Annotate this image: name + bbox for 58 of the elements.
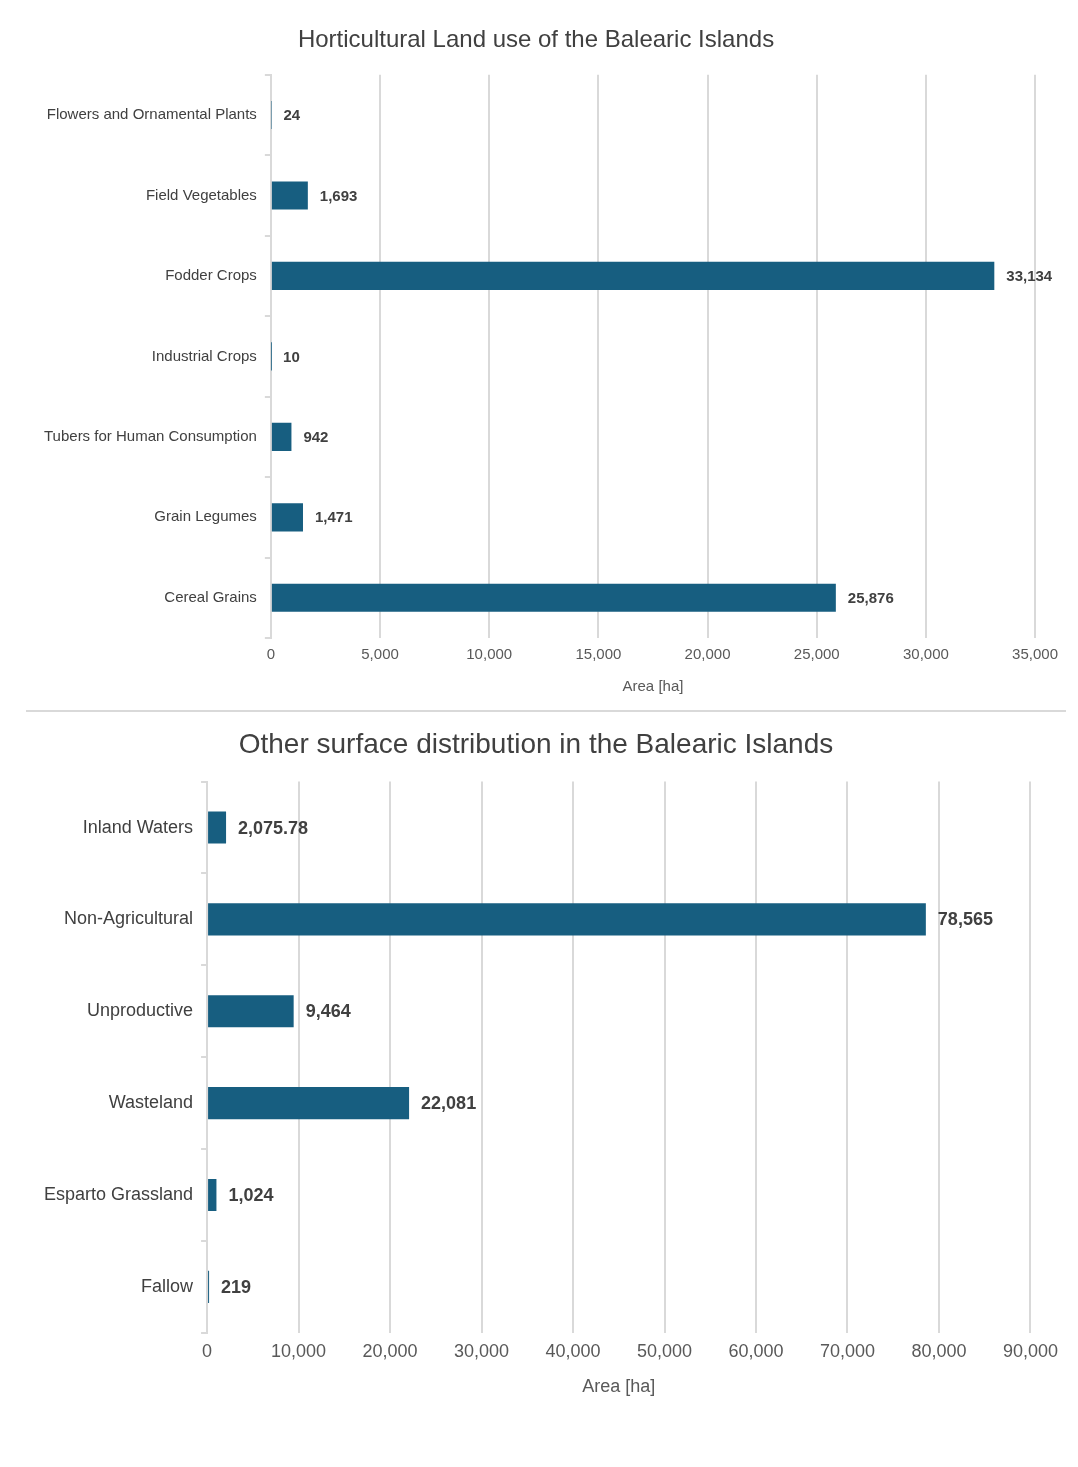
data-label: 33,134 bbox=[1006, 267, 1053, 285]
y-tick-label: Grain Legumes bbox=[154, 507, 257, 525]
x-tick-label: 50,000 bbox=[636, 1340, 693, 1361]
x-tick-label: 0 bbox=[202, 1340, 213, 1361]
bar bbox=[208, 903, 926, 936]
x-tick-label: 30,000 bbox=[902, 645, 949, 663]
x-tick-label: 0 bbox=[266, 645, 276, 663]
data-label: 2,075.78 bbox=[238, 817, 309, 838]
y-tick-label: Inland Waters bbox=[82, 816, 194, 837]
y-tick-label: Tubers for Human Consumption bbox=[44, 427, 257, 444]
x-tick-label: 30,000 bbox=[454, 1340, 510, 1361]
data-label: 942 bbox=[303, 428, 329, 445]
data-label: 25,876 bbox=[847, 588, 894, 606]
y-tick-label: Non-Agricultural bbox=[64, 908, 194, 929]
data-label: 219 bbox=[221, 1276, 252, 1297]
bar bbox=[208, 995, 294, 1028]
y-tick-label: Cereal Grains bbox=[164, 587, 257, 605]
data-label: 22,081 bbox=[421, 1093, 477, 1114]
bar bbox=[271, 503, 303, 532]
y-tick-label: Flowers and Ornamental Plants bbox=[46, 105, 257, 123]
x-axis-title: Area [ha] bbox=[622, 677, 684, 695]
bar bbox=[271, 181, 308, 210]
x-tick-label: 35,000 bbox=[1012, 645, 1059, 663]
bar bbox=[271, 422, 292, 451]
data-label: 10 bbox=[283, 347, 300, 365]
x-axis-title: Area [ha] bbox=[582, 1376, 656, 1397]
x-tick-label: 60,000 bbox=[728, 1340, 784, 1361]
x-tick-label: 15,000 bbox=[575, 645, 622, 663]
bar bbox=[271, 261, 995, 291]
y-tick-label: Wasteland bbox=[108, 1092, 194, 1113]
x-tick-label: 20,000 bbox=[362, 1340, 418, 1361]
y-tick-label: Industrial Crops bbox=[151, 346, 257, 364]
x-tick-label: 70,000 bbox=[819, 1340, 876, 1361]
y-tick-label: Unproductive bbox=[87, 1000, 194, 1021]
data-label: 1,024 bbox=[228, 1184, 274, 1205]
data-label: 1,693 bbox=[319, 186, 358, 204]
y-tick-label: Field Vegetables bbox=[145, 185, 257, 203]
bar bbox=[208, 811, 227, 844]
x-tick-label: 20,000 bbox=[684, 645, 731, 663]
data-label: 9,464 bbox=[305, 1001, 351, 1022]
bar bbox=[208, 1087, 410, 1120]
x-tick-label: 25,000 bbox=[793, 645, 840, 663]
x-tick-label: 10,000 bbox=[466, 645, 513, 663]
x-tick-label: 10,000 bbox=[271, 1340, 327, 1361]
data-label: 24 bbox=[283, 106, 301, 124]
bar bbox=[271, 583, 836, 612]
x-tick-label: 5,000 bbox=[361, 645, 399, 663]
y-tick-label: Esparto Grassland bbox=[43, 1183, 194, 1204]
data-label: 1,471 bbox=[314, 508, 353, 526]
x-tick-label: 80,000 bbox=[911, 1340, 967, 1361]
chart-title: Other surface distribution in the Balearic Islands bbox=[238, 727, 834, 759]
x-tick-label: 40,000 bbox=[545, 1340, 601, 1361]
data-label: 78,565 bbox=[937, 909, 993, 930]
y-tick-label: Fallow bbox=[141, 1275, 195, 1296]
bar bbox=[208, 1178, 217, 1212]
x-tick-label: 90,000 bbox=[1002, 1340, 1058, 1361]
y-tick-label: Fodder Crops bbox=[165, 266, 257, 284]
chart-title: Horticultural Land use of the Balearic Islands bbox=[297, 25, 775, 53]
